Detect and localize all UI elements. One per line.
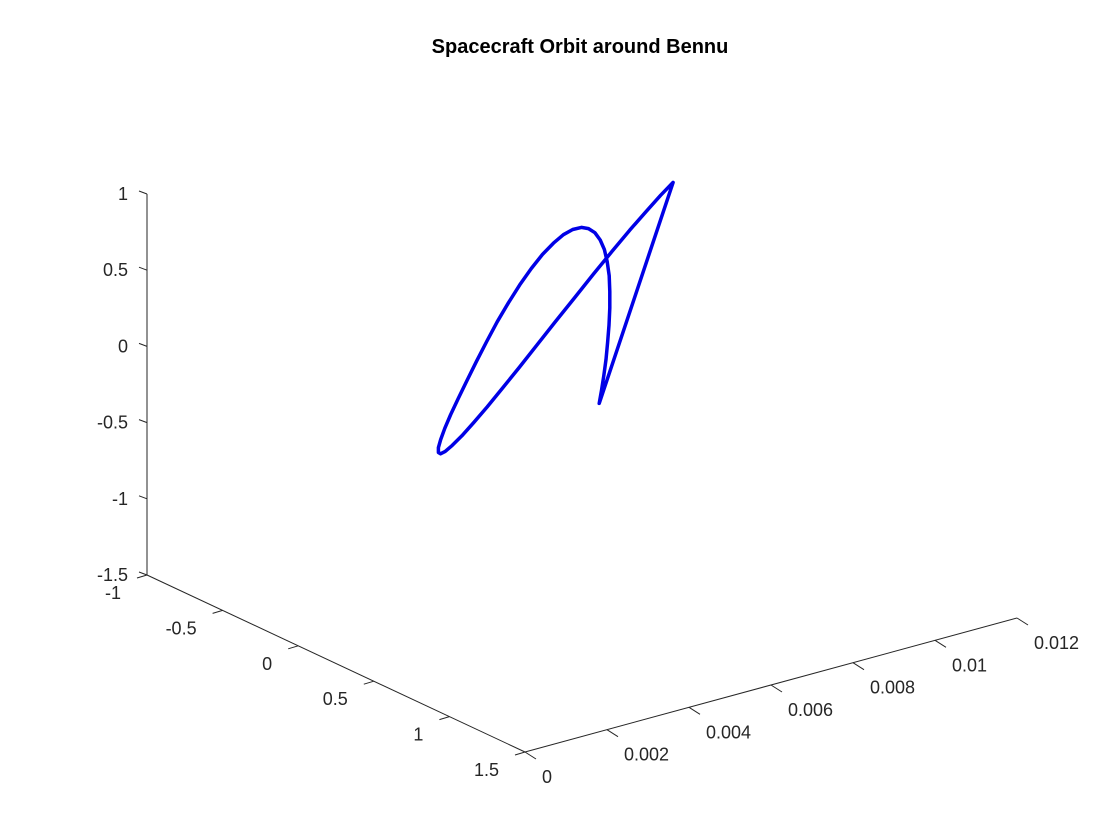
y-tick-label: 1 <box>413 725 423 745</box>
x-tick-mark <box>770 684 783 693</box>
z-tick-label: -1.5 <box>97 565 128 585</box>
x-tick-label: 0.01 <box>952 655 987 675</box>
y-tick-label: 0.5 <box>323 689 348 709</box>
y-axis-line <box>146 574 526 753</box>
x-axis-ticks: 0 0.002 0.004 0.006 0.008 0.01 0.012 <box>524 617 1079 787</box>
z-tick-label: 0.5 <box>103 260 128 280</box>
z-tick-mark <box>138 190 148 195</box>
y-tick-label: 0 <box>262 654 272 674</box>
y-tick-mark <box>363 680 374 685</box>
z-tick-mark <box>138 342 148 347</box>
y-tick-label: -0.5 <box>166 618 197 638</box>
x-tick-mark <box>934 639 947 648</box>
y-tick-mark <box>439 716 450 721</box>
y-tick-label: 1.5 <box>474 760 499 780</box>
z-tick-mark <box>138 495 148 500</box>
chart-title: Spacecraft Orbit around Bennu <box>432 36 729 58</box>
y-axis-ticks: -1 -0.5 0 0.5 1 1.5 <box>105 574 526 780</box>
y-tick-mark <box>212 609 223 614</box>
z-tick-label: -1 <box>112 489 128 509</box>
z-tick-label: 0 <box>118 336 128 356</box>
x-tick-mark <box>852 662 865 671</box>
x-tick-mark <box>606 729 619 738</box>
z-tick-label: -0.5 <box>97 413 128 433</box>
x-tick-mark <box>688 706 701 715</box>
z-axis-ticks: -1.5 -1 -0.5 0 0.5 1 <box>97 184 148 585</box>
y-tick-mark <box>288 645 299 650</box>
y-tick-mark <box>136 574 148 579</box>
y-tick-mark <box>514 751 526 756</box>
x-tick-label: 0.012 <box>1034 633 1079 653</box>
z-tick-mark <box>138 419 148 424</box>
x-tick-label: 0.002 <box>624 745 669 765</box>
z-tick-mark <box>138 266 148 271</box>
orbit-line <box>436 180 675 456</box>
z-tick-mark <box>138 571 148 576</box>
x-tick-mark <box>1016 617 1029 626</box>
x-tick-label: 0.006 <box>788 700 833 720</box>
x-tick-label: 0 <box>542 767 552 787</box>
y-tick-label: -1 <box>105 583 121 603</box>
z-tick-label: 1 <box>118 184 128 204</box>
x-tick-label: 0.008 <box>870 678 915 698</box>
x-tick-mark <box>524 751 537 760</box>
x-tick-label: 0.004 <box>706 722 751 742</box>
